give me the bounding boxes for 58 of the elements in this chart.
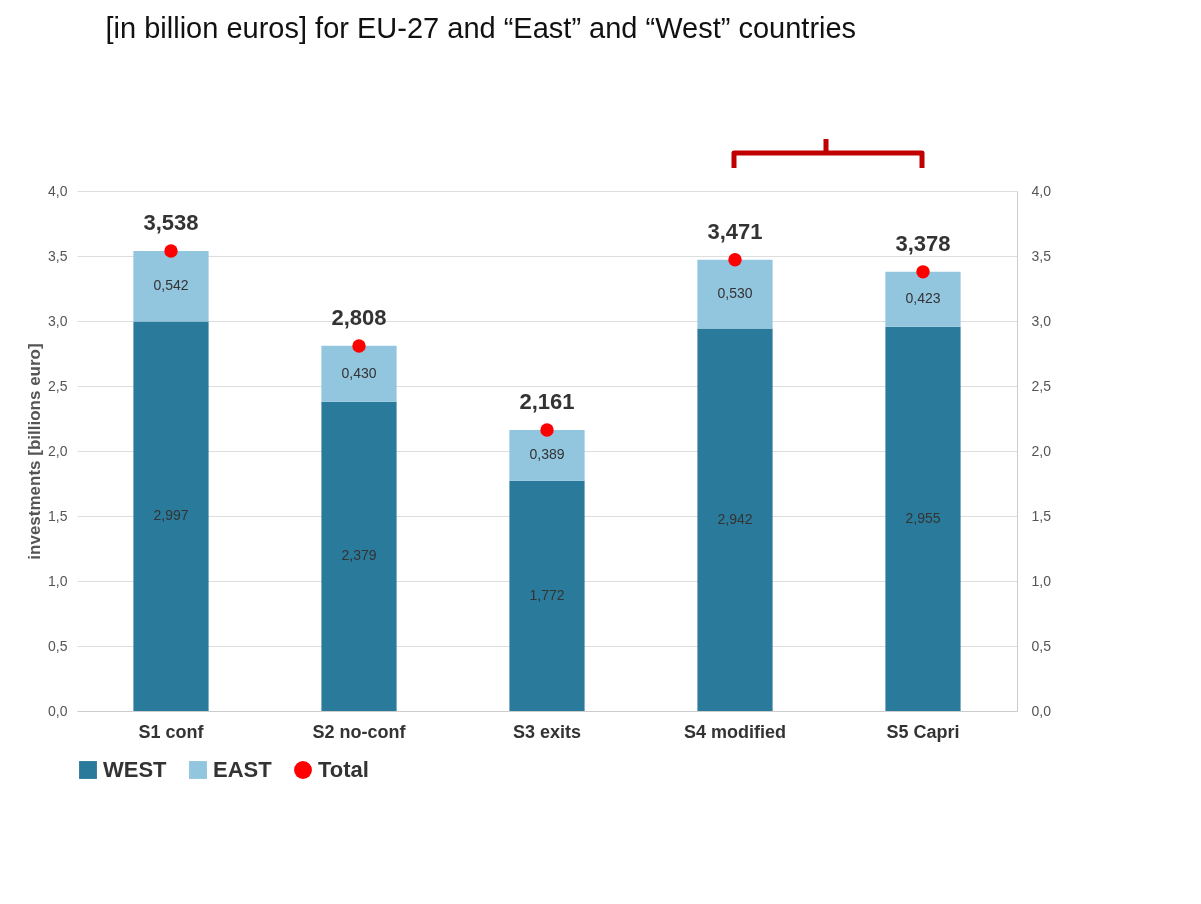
legend-label: EAST (213, 757, 273, 782)
y-tick-label: 2,0 (48, 442, 68, 459)
data-label: 2,942 (717, 510, 753, 527)
y-tick-label: 3,0 (48, 312, 68, 329)
point (540, 423, 554, 437)
x-tick-label: S2 no-conf (312, 721, 407, 742)
y2-tick-label: 1,5 (1031, 507, 1052, 524)
data-label: 0,423 (905, 290, 941, 307)
bar (321, 401, 397, 711)
data-label: 2,955 (905, 509, 941, 526)
bar (697, 259, 773, 329)
bar (509, 430, 585, 481)
legend-label: WEST (103, 757, 168, 782)
data-label: 2,379 (341, 547, 377, 564)
bar (697, 328, 773, 711)
bar (133, 250, 209, 322)
y2-tick-label: 0,5 (1031, 637, 1052, 654)
data-label: 3,471 (707, 218, 763, 244)
data-label: 0,530 (717, 285, 753, 302)
point (728, 253, 742, 267)
y-tick-label: 1,0 (48, 572, 68, 589)
data-label: 2,161 (519, 389, 575, 415)
x-tick-label: S3 exits (512, 721, 582, 742)
y-tick-label: 0,5 (48, 637, 68, 654)
bar (509, 480, 585, 711)
y2-tick-label: 3,0 (1031, 312, 1052, 329)
bar (885, 271, 961, 327)
y-tick-label: 4,0 (48, 182, 68, 199)
data-label: 0,389 (529, 446, 565, 463)
y2-tick-label: 0,0 (1031, 702, 1052, 719)
bar (321, 345, 397, 402)
data-label: 2,997 (153, 507, 189, 524)
y2-tick-label: 4,0 (1031, 182, 1052, 199)
data-label: 0,542 (153, 277, 189, 294)
y-tick-label: 3,5 (48, 247, 68, 264)
point (164, 244, 178, 258)
data-label: 3,538 (143, 210, 199, 236)
data-label: 2,808 (331, 304, 387, 330)
y-tick-label: 2,5 (48, 377, 68, 394)
chart-title: [in billion euros] for EU-27 and “East” and “West” countries (105, 12, 857, 44)
point (916, 265, 930, 279)
y2-tick-label: 2,5 (1031, 377, 1052, 394)
y-tick-label: 1,5 (48, 507, 68, 524)
y2-tick-label: 3,5 (1031, 247, 1052, 264)
data-label: 3,378 (895, 230, 951, 256)
x-tick-label: S1 conf (138, 721, 205, 742)
bar (133, 321, 209, 711)
data-label: 0,430 (341, 364, 377, 381)
data-label: 1,772 (529, 586, 565, 603)
bar (885, 326, 961, 711)
y2-tick-label: 1,0 (1031, 572, 1052, 589)
y-axis-title: investments [billions euro] (25, 343, 45, 560)
y-tick-label: 0,0 (48, 702, 68, 719)
x-tick-label: S4 modified (683, 721, 787, 742)
point (352, 339, 366, 353)
x-tick-label: S5 Capri (886, 721, 960, 742)
legend-label: Total (318, 757, 369, 782)
y2-tick-label: 2,0 (1031, 442, 1052, 459)
